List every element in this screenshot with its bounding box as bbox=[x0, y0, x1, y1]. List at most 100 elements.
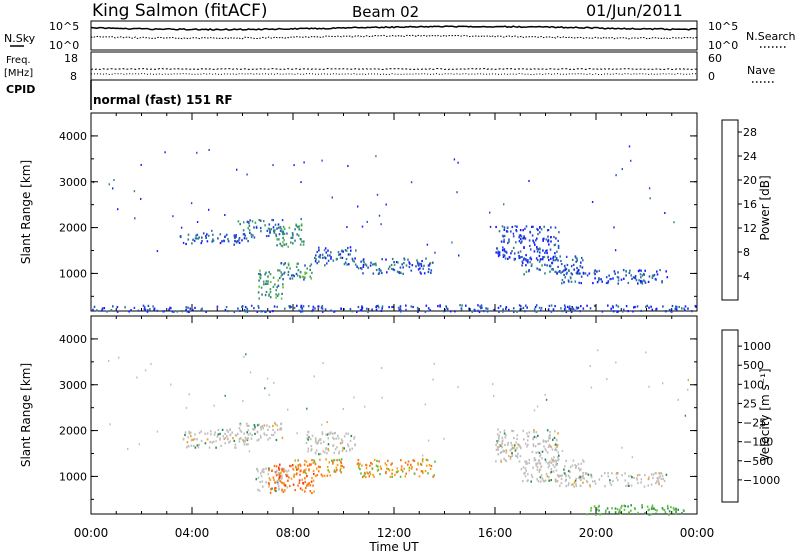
echo-cell bbox=[369, 473, 372, 476]
echo-cell bbox=[295, 466, 297, 469]
echo-cell bbox=[116, 310, 119, 313]
echo-cell bbox=[368, 475, 371, 478]
echo-cell bbox=[108, 359, 110, 362]
echo-cell bbox=[538, 459, 541, 462]
echo-cell bbox=[593, 272, 596, 275]
echo-cell bbox=[539, 442, 541, 445]
echo-cell bbox=[202, 232, 205, 235]
echo-cell bbox=[190, 439, 193, 442]
echo-cell bbox=[641, 504, 643, 507]
echo-cell bbox=[96, 309, 98, 312]
echo-cell bbox=[640, 276, 642, 279]
echo-cell bbox=[658, 483, 660, 486]
echo-cell bbox=[388, 265, 391, 268]
echo-cell bbox=[280, 244, 283, 247]
echo-cell bbox=[535, 451, 537, 454]
echo-cell bbox=[525, 469, 527, 472]
echo-cell bbox=[503, 240, 505, 243]
echo-cell bbox=[248, 222, 250, 225]
echo-cell bbox=[225, 233, 228, 236]
echo-cell bbox=[411, 264, 414, 267]
echo-cell bbox=[643, 280, 646, 283]
echo-cell bbox=[235, 235, 237, 238]
echo-cell bbox=[275, 296, 277, 299]
echo-cell bbox=[531, 476, 534, 479]
echo-cell bbox=[297, 269, 300, 272]
echo-cell bbox=[503, 234, 506, 237]
echo-cell bbox=[578, 281, 580, 284]
echo-cell bbox=[598, 512, 601, 516]
echo-cell bbox=[254, 432, 256, 435]
echo-cell bbox=[601, 310, 604, 313]
echo-cell bbox=[188, 432, 191, 435]
echo-cell bbox=[538, 268, 540, 271]
echo-cell bbox=[194, 437, 196, 441]
echo-cell bbox=[357, 205, 359, 208]
echo-cell bbox=[654, 472, 657, 475]
echo-cell bbox=[269, 437, 271, 440]
echo-cell bbox=[656, 480, 658, 483]
echo-cell bbox=[211, 240, 213, 243]
echo-cell bbox=[316, 474, 319, 477]
echo-cell bbox=[503, 457, 505, 460]
echo-cell bbox=[580, 256, 583, 260]
echo-cell bbox=[500, 240, 503, 243]
echo-cell bbox=[557, 259, 559, 262]
echo-cell bbox=[259, 269, 261, 272]
echo-cell bbox=[275, 489, 277, 493]
echo-cell bbox=[577, 268, 580, 272]
echo-cell bbox=[434, 460, 436, 463]
echo-cell bbox=[192, 238, 194, 241]
colorbar-tick-label: 1000 bbox=[743, 340, 771, 353]
echo-cell bbox=[656, 270, 658, 273]
echo-cell bbox=[378, 272, 381, 275]
echo-cell bbox=[128, 310, 130, 313]
echo-cell bbox=[419, 267, 421, 270]
echo-cell bbox=[400, 468, 403, 471]
echo-cell bbox=[216, 305, 219, 308]
echo-cell bbox=[522, 466, 525, 469]
echo-cell bbox=[212, 239, 215, 242]
echo-cell bbox=[311, 477, 313, 480]
echo-cell bbox=[256, 424, 259, 427]
echo-cell bbox=[234, 443, 237, 446]
echo-cell bbox=[588, 272, 591, 275]
echo-cell bbox=[537, 442, 539, 446]
echo-cell bbox=[242, 229, 245, 232]
echo-cell bbox=[550, 457, 553, 460]
echo-cell bbox=[287, 479, 289, 482]
echo-cell bbox=[682, 509, 685, 512]
colorbar-tick-label: 12 bbox=[743, 222, 757, 235]
echo-cell bbox=[185, 308, 187, 311]
echo-cell bbox=[187, 310, 190, 313]
echo-cell bbox=[579, 310, 581, 313]
echo-cell bbox=[163, 310, 165, 313]
echo-cell bbox=[648, 275, 651, 278]
x-tick-label: 16:00 bbox=[478, 526, 513, 540]
echo-cell bbox=[384, 462, 387, 465]
echo-cell bbox=[550, 240, 552, 243]
echo-cell bbox=[658, 476, 660, 479]
nsearch-trace bbox=[90, 34, 698, 40]
echo-cell bbox=[451, 241, 453, 244]
echo-cell bbox=[282, 230, 285, 234]
echo-cell bbox=[501, 234, 504, 237]
echo-cell bbox=[694, 305, 697, 308]
echo-cell bbox=[339, 469, 341, 472]
echo-cell bbox=[500, 459, 502, 462]
colorbar-tick-label: 25 bbox=[743, 397, 757, 410]
echo-cell bbox=[503, 228, 506, 231]
echo-cell bbox=[321, 433, 324, 436]
echo-cell bbox=[547, 445, 550, 448]
echo-cell bbox=[613, 226, 615, 229]
echo-cell bbox=[332, 461, 334, 464]
echo-cell bbox=[319, 438, 322, 441]
echo-cell bbox=[561, 282, 563, 285]
echo-cell bbox=[324, 308, 327, 311]
echo-cell bbox=[616, 508, 619, 511]
echo-cell bbox=[514, 225, 516, 228]
echo-cell bbox=[582, 259, 584, 262]
echo-cell bbox=[354, 444, 356, 447]
echo-cell bbox=[364, 471, 366, 474]
echo-cell bbox=[222, 435, 224, 438]
